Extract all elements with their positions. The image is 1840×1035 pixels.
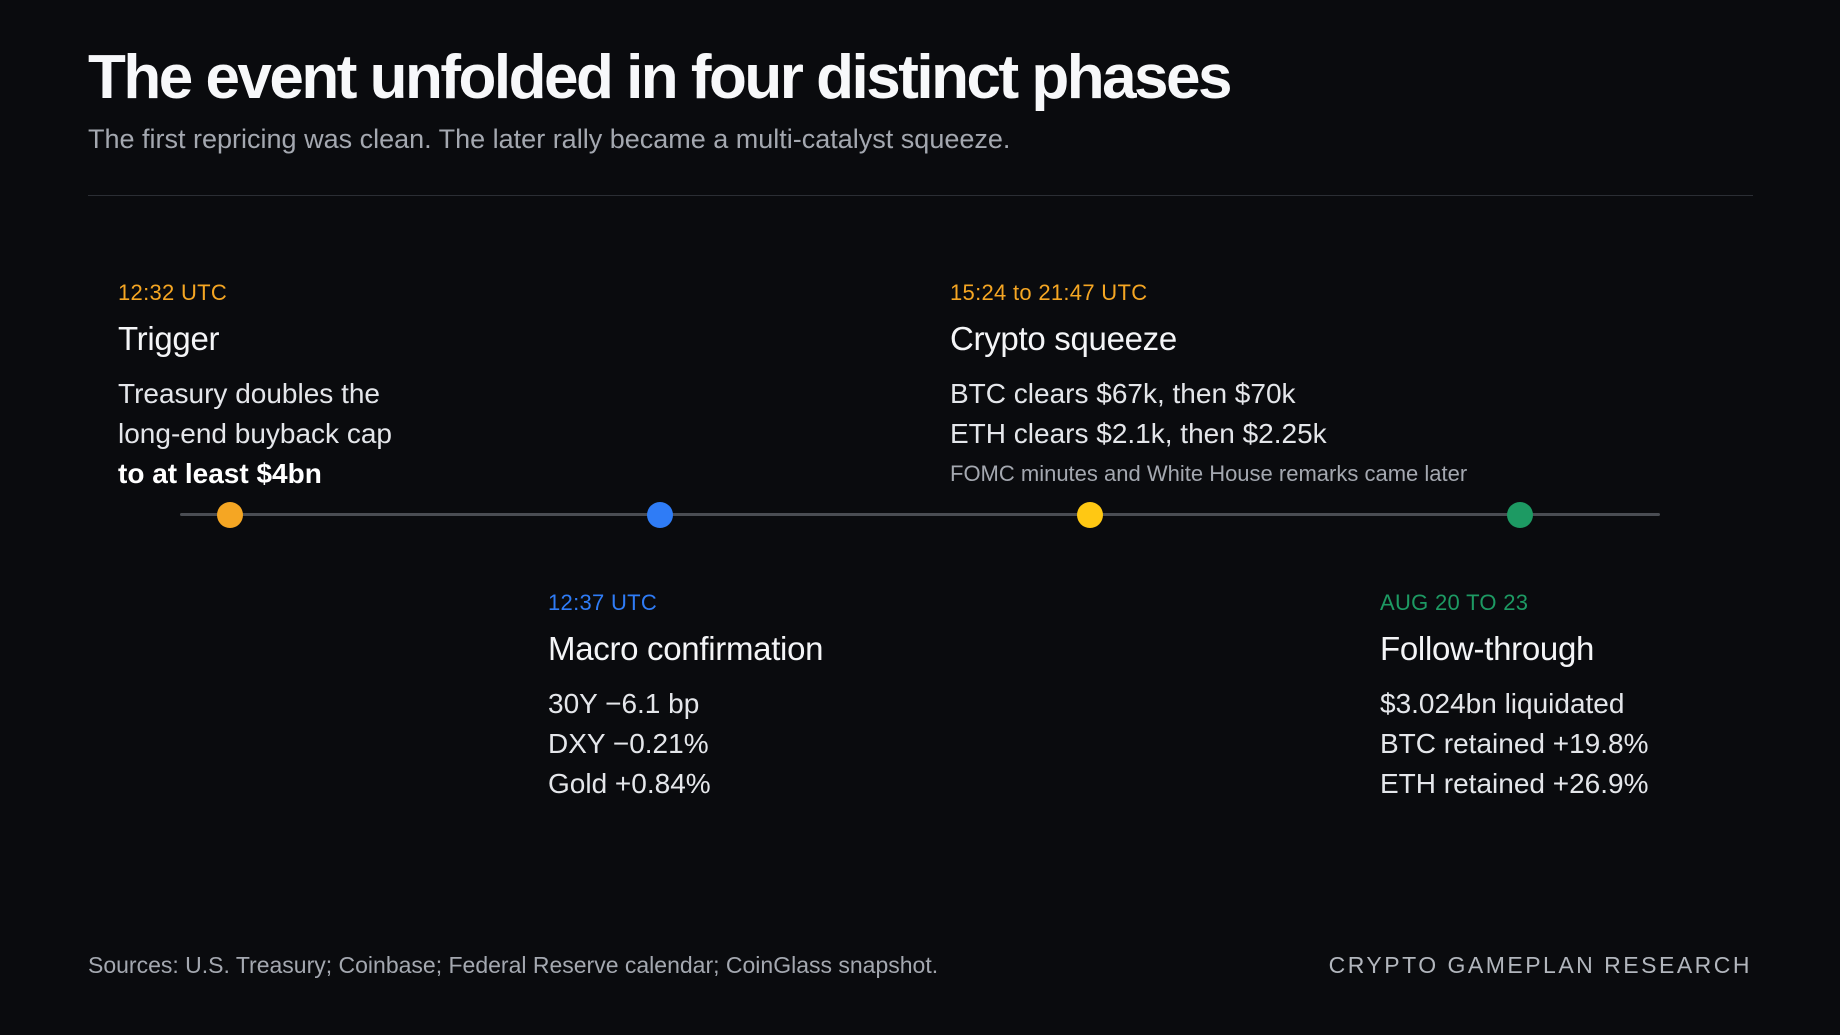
phase-trigger: 12:32 UTC Trigger Treasury doubles the l… (118, 280, 392, 494)
timeline-dot-trigger (217, 502, 243, 528)
timeline-dot-crypto-squeeze (1077, 502, 1103, 528)
phase-detail: ETH clears $2.1k, then $2.25k (950, 418, 1327, 449)
sources-footnote: Sources: U.S. Treasury; Coinbase; Federa… (88, 952, 939, 978)
phase-detail: Treasury doubles the (118, 378, 380, 409)
phase-detail: BTC clears $67k, then $70k (950, 378, 1296, 409)
phase-detail: Gold +0.84% (548, 768, 711, 799)
phase-detail: BTC retained +19.8% (1380, 728, 1649, 759)
page-title: The event unfolded in four distinct phas… (88, 43, 1233, 112)
phase-detail: ETH retained +26.9% (1380, 768, 1649, 799)
phase-detail: $3.024bn liquidated (1380, 688, 1625, 719)
timeline-dot-macro-confirmation (647, 502, 673, 528)
phase-time: 12:37 UTC (548, 590, 658, 615)
phase-name: Follow-through (1380, 630, 1595, 667)
brand-label: CRYPTO GAMEPLAN RESEARCH (1328, 952, 1752, 978)
phase-detail: DXY −0.21% (548, 728, 709, 759)
phase-note: FOMC minutes and White House remarks cam… (950, 461, 1468, 486)
phase-detail-emphasis: to at least $4bn (118, 458, 322, 489)
phase-follow-through: AUG 20 TO 23 Follow-through $3.024bn liq… (1380, 590, 1649, 804)
phase-name: Crypto squeeze (950, 320, 1177, 357)
phase-detail: 30Y −6.1 bp (548, 688, 700, 719)
phase-macro-confirmation: 12:37 UTC Macro confirmation 30Y −6.1 bp… (548, 590, 824, 804)
phase-detail: long-end buyback cap (118, 418, 392, 449)
phase-name: Trigger (118, 320, 220, 357)
phase-time: AUG 20 TO 23 (1380, 590, 1529, 615)
phase-crypto-squeeze: 15:24 to 21:47 UTC Crypto squeeze BTC cl… (950, 280, 1467, 490)
header-divider (88, 195, 1753, 196)
phase-name: Macro confirmation (548, 630, 824, 667)
phase-time: 15:24 to 21:47 UTC (950, 280, 1148, 305)
timeline-axis (180, 513, 1660, 516)
timeline-dot-follow-through (1507, 502, 1533, 528)
page-subtitle: The first repricing was clean. The later… (88, 124, 1011, 154)
phase-time: 12:32 UTC (118, 280, 228, 305)
